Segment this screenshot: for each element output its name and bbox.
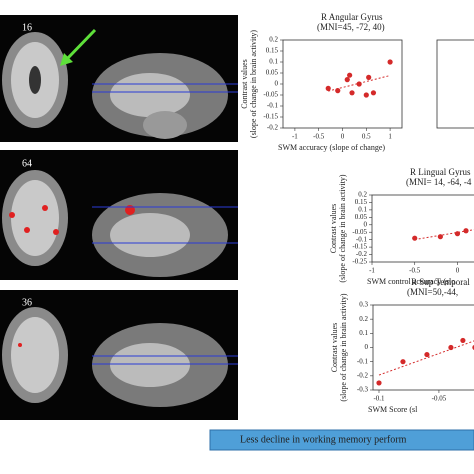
x-tick-label: -0.1 — [373, 395, 385, 403]
y-tick-label: 0.3 — [359, 301, 368, 309]
y-tick-label: -0.2 — [357, 371, 369, 379]
y-tick-label: 0.2 — [269, 36, 278, 44]
y-tick-label: 0.15 — [266, 47, 279, 55]
x-tick-label: 0 — [341, 133, 345, 141]
brain-panel — [0, 150, 238, 280]
x-axis-label: SWM control accuracy (slo — [367, 277, 455, 286]
y-tick-label: 0 — [275, 80, 279, 88]
x-tick-label: -0.5 — [409, 267, 421, 275]
x-tick-label: -0.05 — [432, 395, 447, 403]
point — [376, 380, 382, 386]
y-tick-label: 0 — [365, 343, 369, 351]
trend-line — [328, 75, 391, 92]
chart-title: R Sup Temporal — [411, 277, 470, 287]
y-axis-label: (slope of change in brain activity) — [339, 293, 348, 402]
y-tick-label: 0.1 — [269, 58, 278, 66]
y-tick-label: -0.1 — [357, 357, 369, 365]
point — [349, 90, 355, 96]
y-tick-label: -0.2 — [356, 250, 368, 258]
x-tick-label: 1 — [388, 133, 392, 141]
y-tick-label: -0.15 — [263, 113, 278, 121]
chart-title: R Lingual Gyrus — [410, 167, 471, 177]
y-tick-label: 0.05 — [355, 213, 368, 221]
banner-text: Less decline in working memory perform — [240, 434, 407, 445]
chart-subtitle: (MNI=45, -72, 40) — [317, 22, 385, 32]
y-axis-label: Contrast values — [330, 323, 339, 373]
chart-subtitle: (MNI= 14, -64, -4 — [406, 177, 472, 187]
y-tick-label: -0.3 — [357, 386, 369, 394]
slice-number: 64 — [22, 158, 32, 169]
y-tick-label: 0.15 — [355, 198, 368, 206]
point — [448, 344, 454, 351]
y-axis-label: (slope of change in brain activity) — [338, 174, 347, 283]
plot-frame — [371, 194, 474, 263]
cropped-plot-frame — [436, 39, 474, 129]
slice-number: 16 — [22, 22, 32, 33]
y-tick-label: -0.1 — [356, 235, 368, 243]
y-tick-label: 0.2 — [358, 191, 367, 199]
y-tick-label: 0.1 — [358, 205, 367, 213]
point — [437, 234, 443, 240]
y-axis-label: Contrast values — [240, 59, 249, 109]
point — [387, 59, 393, 65]
chart-title: R Angular Gyrus — [321, 12, 383, 22]
chart-subtitle: (MNI=50,-44, — [407, 287, 458, 297]
point — [412, 235, 418, 241]
point — [400, 359, 406, 365]
x-axis-label: SWM accuracy (slope of change) — [278, 143, 385, 152]
x-tick-label: 0.5 — [362, 133, 371, 141]
point — [454, 231, 461, 237]
x-tick-label: -1 — [292, 133, 298, 141]
y-tick-label: 0.05 — [266, 69, 279, 77]
x-tick-label: -0.5 — [313, 133, 325, 141]
point — [460, 337, 466, 344]
y-tick-label: -0.15 — [352, 243, 367, 251]
x-axis-label: SWM Score (sl — [368, 405, 418, 414]
y-tick-label: -0.05 — [263, 91, 278, 99]
slice-number: 36 — [22, 297, 32, 308]
point — [356, 81, 362, 87]
x-tick-label: -1 — [369, 267, 375, 275]
point — [370, 90, 377, 96]
y-axis-label: Contrast values — [329, 204, 338, 254]
point — [463, 228, 469, 234]
banner — [209, 429, 474, 451]
point — [347, 72, 353, 78]
x-tick-label: 0 — [456, 267, 460, 275]
y-tick-label: 0.1 — [359, 329, 368, 337]
point — [344, 77, 350, 83]
point — [424, 351, 430, 358]
point — [325, 85, 331, 91]
y-axis-label: (slope of change in brain activity) — [249, 30, 258, 139]
y-tick-label: -0.25 — [352, 258, 367, 266]
point — [335, 88, 341, 94]
brain-panel — [0, 15, 238, 142]
y-tick-label: -0.2 — [267, 124, 279, 132]
point — [366, 74, 372, 80]
y-tick-label: -0.05 — [352, 228, 367, 236]
y-tick-label: 0.2 — [359, 315, 368, 323]
y-tick-label: -0.1 — [267, 102, 279, 110]
point — [363, 92, 369, 98]
y-tick-label: 0 — [364, 220, 368, 228]
brain-panel — [0, 290, 238, 420]
